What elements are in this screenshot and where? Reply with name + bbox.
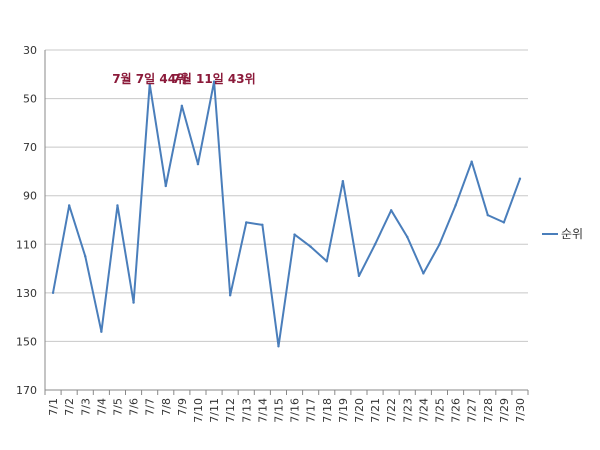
y-tick-label: 30 xyxy=(23,44,37,57)
x-tick-label: 7/15 xyxy=(272,398,285,423)
data-point xyxy=(164,184,167,188)
series-line-rank xyxy=(52,80,521,348)
x-tick-label: 7/30 xyxy=(514,398,527,423)
x-tick-label: 7/20 xyxy=(353,398,366,423)
data-point xyxy=(518,177,522,180)
x-tick-label: 7/26 xyxy=(450,398,463,423)
data-point xyxy=(357,274,361,278)
x-tick-label: 7/24 xyxy=(417,398,430,423)
legend-label: 순위 xyxy=(561,227,583,241)
x-tick-label: 7/29 xyxy=(498,398,511,423)
y-tick-label: 50 xyxy=(23,93,37,106)
data-point xyxy=(196,162,200,166)
data-point xyxy=(389,209,393,212)
data-point xyxy=(454,204,457,207)
data-point xyxy=(148,82,151,86)
data-point xyxy=(212,80,216,83)
x-axis-ticks: 7/1 7/2 7/3 7/4 7/5 7/6 7/7 7/8 7/9 7/10 7/11 7/12 7… xyxy=(44,390,529,423)
data-point xyxy=(422,272,425,275)
data-point xyxy=(84,255,87,258)
x-tick-label: 7/10 xyxy=(192,398,205,423)
x-tick-label: 7/3 xyxy=(79,398,92,416)
x-tick-label: 7/13 xyxy=(240,398,253,423)
data-point xyxy=(100,330,103,333)
x-tick-label: 7/25 xyxy=(433,398,446,423)
y-tick-label: 110 xyxy=(16,238,37,251)
y-tick-label: 90 xyxy=(23,190,37,203)
x-tick-label: 7/5 xyxy=(111,398,124,416)
data-point xyxy=(245,221,248,224)
data-point xyxy=(309,245,312,248)
x-tick-label: 7/12 xyxy=(224,398,237,423)
data-point xyxy=(277,345,280,348)
data-point xyxy=(486,213,489,217)
data-point xyxy=(293,233,296,236)
grid-lines xyxy=(44,49,528,391)
data-point xyxy=(470,160,473,163)
data-point xyxy=(51,291,55,295)
x-tick-label: 7/6 xyxy=(128,398,141,416)
x-tick-label: 7/11 xyxy=(208,398,221,423)
x-tick-label: 7/2 xyxy=(63,398,76,416)
data-point xyxy=(180,104,184,108)
annotation-label: 7월 7일 44위 xyxy=(112,71,187,86)
data-point xyxy=(228,294,232,297)
x-tick-label: 7/28 xyxy=(482,398,495,423)
data-point xyxy=(261,223,264,227)
x-tick-label: 7/23 xyxy=(401,398,414,423)
x-tick-label: 7/16 xyxy=(289,398,302,423)
data-point xyxy=(438,243,441,246)
data-point xyxy=(406,235,409,239)
x-tick-label: 7/18 xyxy=(321,398,334,423)
data-point xyxy=(67,204,71,207)
data-point xyxy=(502,221,506,224)
annotation-label: 7월 11일 43위 xyxy=(172,71,255,86)
y-tick-label: 150 xyxy=(16,335,37,348)
x-tick-label: 7/4 xyxy=(95,398,108,416)
x-tick-label: 7/14 xyxy=(256,398,269,423)
y-tick-label: 70 xyxy=(23,141,37,154)
x-tick-label: 7/17 xyxy=(305,398,318,423)
x-tick-label: 7/7 xyxy=(144,398,157,416)
x-tick-label: 7/1 xyxy=(47,398,60,416)
x-tick-label: 7/27 xyxy=(466,398,479,423)
series-points xyxy=(51,80,522,348)
data-point xyxy=(116,204,119,207)
y-axis-ticks: 30 50 70 90 110 130 150 170 xyxy=(16,44,37,397)
data-point xyxy=(373,243,377,246)
data-point xyxy=(341,179,345,183)
data-point xyxy=(132,301,135,304)
x-tick-label: 7/9 xyxy=(176,398,189,416)
x-tick-label: 7/8 xyxy=(160,398,173,416)
x-tick-label: 7/22 xyxy=(385,398,398,423)
x-tick-label: 7/21 xyxy=(369,398,382,423)
x-tick-label: 7/19 xyxy=(337,398,350,423)
y-tick-label: 170 xyxy=(16,384,37,397)
legend: 순위 xyxy=(542,227,583,241)
data-point xyxy=(325,260,328,263)
y-tick-label: 130 xyxy=(16,287,37,300)
